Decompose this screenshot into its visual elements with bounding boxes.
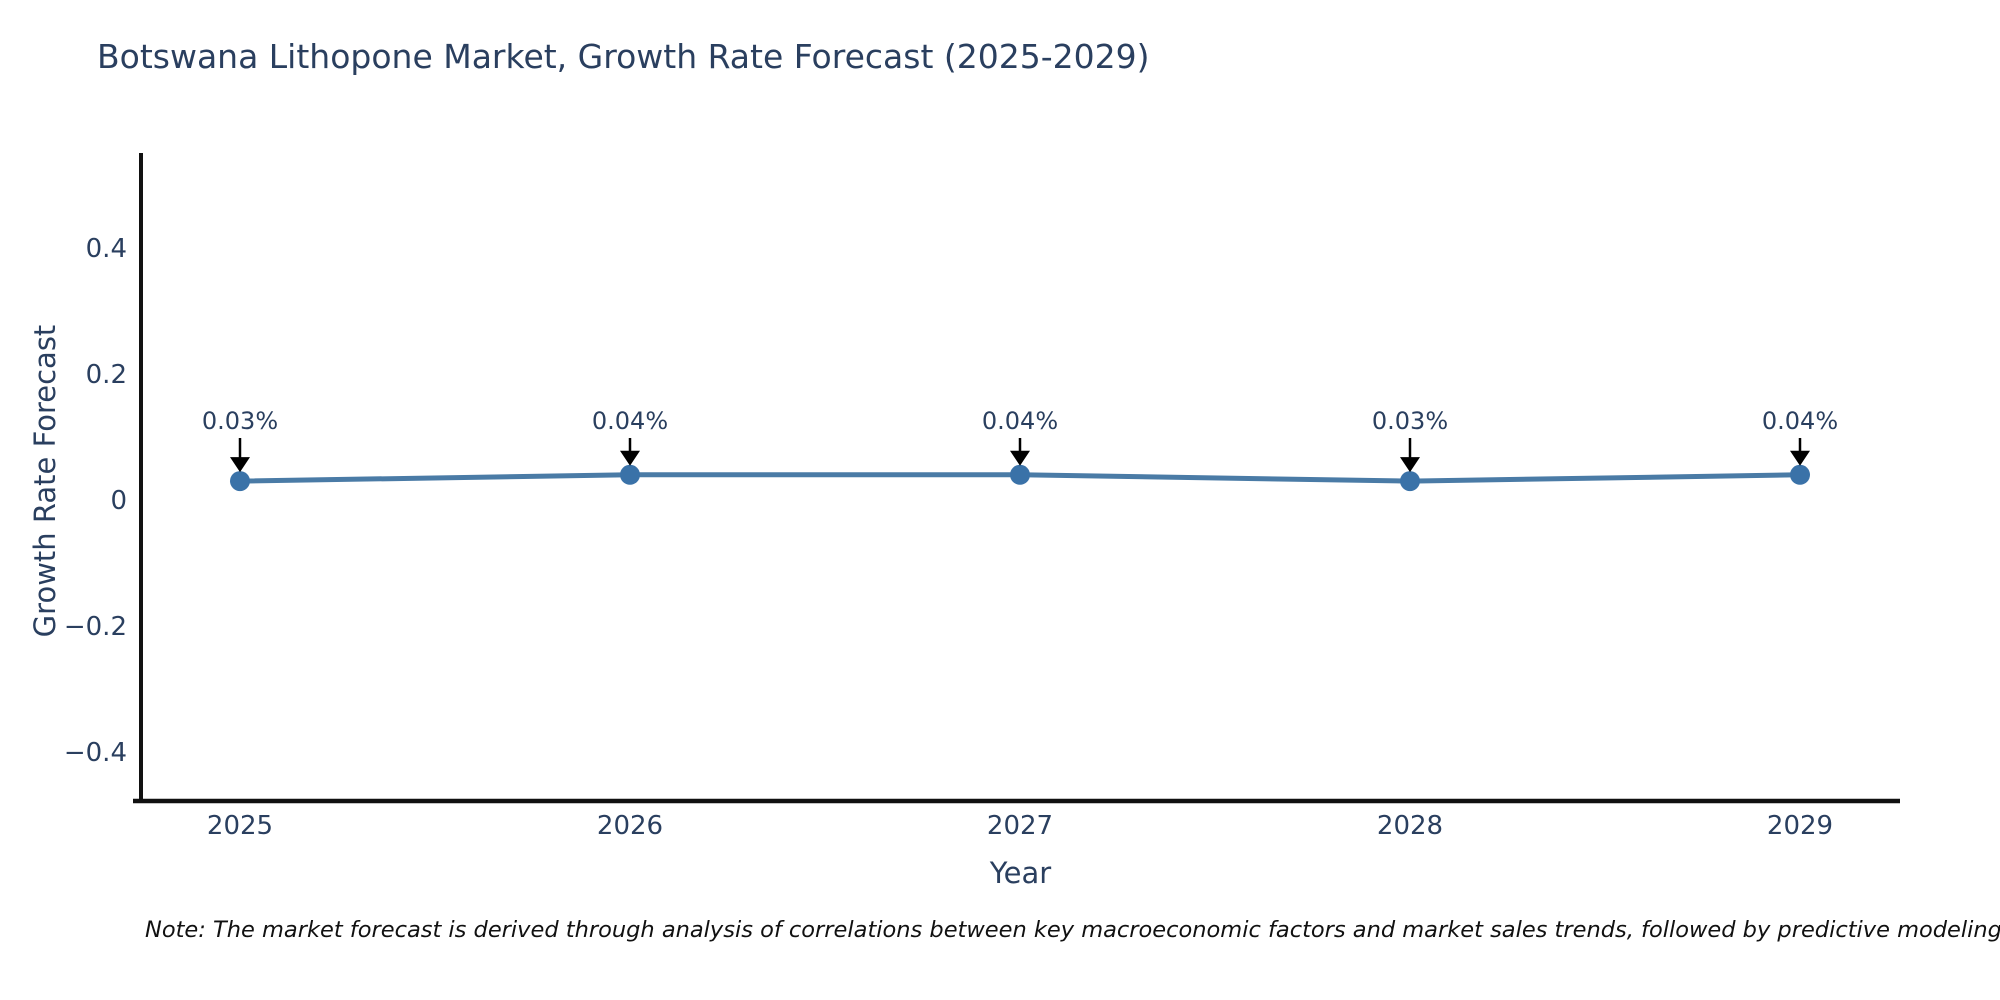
x-tick-label: 2028	[1377, 811, 1443, 841]
data-point-marker	[1790, 464, 1810, 485]
annotation-label: 0.03%	[1372, 407, 1448, 435]
data-point-marker	[1400, 471, 1420, 492]
annotation-arrow-head	[1010, 450, 1030, 466]
annotation-arrow-head	[230, 457, 250, 473]
x-tick-label: 2025	[207, 811, 273, 841]
annotation-arrow-head	[620, 450, 640, 466]
y-tick-label: −0.4	[64, 738, 127, 768]
annotation-arrow-head	[1400, 457, 1420, 473]
y-tick-label: 0.4	[86, 234, 127, 264]
x-tick-label: 2027	[987, 811, 1053, 841]
annotation-label: 0.04%	[592, 407, 668, 435]
annotation-label: 0.04%	[1762, 407, 1838, 435]
y-axis-title: Growth Rate Forecast	[28, 324, 62, 638]
y-tick-label: 0	[110, 486, 127, 516]
y-tick-label: 0.2	[86, 360, 127, 390]
footnote: Note: The market forecast is derived thr…	[145, 917, 2000, 943]
annotation-arrow-head	[1790, 450, 1810, 466]
annotation-label: 0.04%	[982, 407, 1058, 435]
data-point-marker	[230, 471, 250, 492]
x-axis-title: Year	[989, 856, 1052, 890]
annotation-label: 0.03%	[202, 407, 278, 435]
data-point-marker	[620, 464, 640, 485]
x-tick-label: 2026	[597, 811, 663, 841]
x-tick-label: 2029	[1767, 811, 1833, 841]
chart-title: Botswana Lithopone Market, Growth Rate F…	[97, 37, 1150, 76]
y-tick-label: −0.2	[64, 612, 127, 642]
data-point-marker	[1010, 464, 1030, 485]
